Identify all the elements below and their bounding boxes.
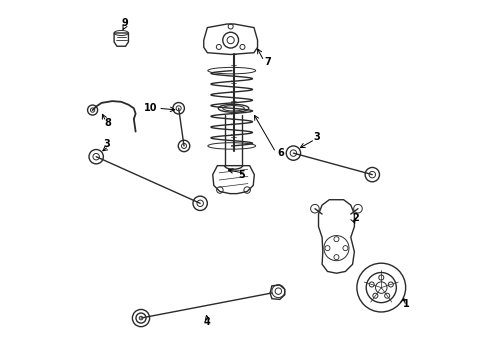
- Text: 10: 10: [144, 103, 157, 113]
- Text: 5: 5: [238, 170, 245, 180]
- Text: 1: 1: [403, 299, 410, 309]
- Text: 3: 3: [313, 132, 320, 142]
- Text: 8: 8: [104, 118, 111, 128]
- Text: 7: 7: [265, 57, 271, 67]
- Text: 9: 9: [122, 18, 128, 28]
- Text: 4: 4: [204, 317, 211, 327]
- Text: 2: 2: [353, 213, 359, 222]
- Text: 3: 3: [103, 139, 110, 149]
- Text: 6: 6: [277, 148, 284, 158]
